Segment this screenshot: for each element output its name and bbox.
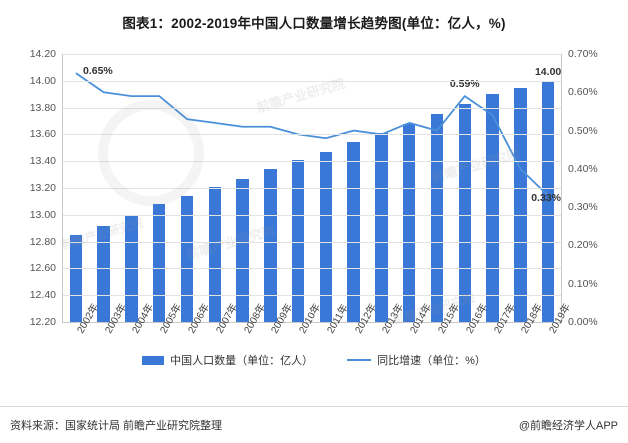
legend-swatch-bar-icon — [142, 355, 165, 365]
bar — [514, 87, 527, 322]
bar-series — [62, 54, 562, 322]
gridline — [62, 268, 562, 270]
bar — [291, 159, 305, 322]
line-series — [75, 72, 549, 197]
legend-label-line: 同比增速（单位：%） — [377, 355, 486, 367]
bar — [375, 133, 388, 322]
bar — [486, 94, 499, 322]
gridline — [62, 295, 562, 297]
line-path — [75, 72, 549, 197]
y-axis-tick-right: 0.00% — [568, 316, 598, 328]
bar — [347, 142, 360, 322]
bar-data-label: 14.00 — [534, 65, 562, 78]
y-axis-tick-left: 13.80 — [29, 101, 56, 114]
y-axis-tick-right: 0.20% — [568, 239, 598, 252]
gridline — [62, 161, 562, 163]
y-axis-tick-right: 0.60% — [568, 86, 598, 99]
gridline — [62, 107, 562, 109]
y-axis-tick-left: 13.60 — [29, 128, 56, 141]
y-axis-tick-left: 14.00 — [29, 74, 56, 87]
bar — [97, 225, 110, 322]
y-axis-tick-right: 0.40% — [568, 162, 598, 175]
gridline — [62, 241, 562, 243]
bar — [402, 123, 416, 322]
y-axis-tick-right: 0.30% — [568, 201, 598, 214]
y-axis-tick-right: 0.70% — [568, 48, 598, 60]
bar — [264, 169, 277, 322]
y-axis-tick-left: 13.20 — [29, 182, 56, 194]
y-axis-tick-left: 12.80 — [29, 235, 56, 248]
legend-swatch-line-icon — [347, 359, 372, 361]
legend-label-bar: 中国人口数量（单位：亿人） — [170, 355, 314, 367]
bar — [69, 234, 83, 322]
chart-plot-area: 0.65% 0.59% 0.33% 14.00 12.20 12.40 12.60 12.8… — [0, 40, 628, 336]
y-axis-tick-right: 0.50% — [568, 124, 598, 137]
y-axis-tick-right: 0.10% — [568, 277, 598, 290]
chart-title: 图表1：2002-2019年中国人口数量增长趋势图(单位：亿人，%) — [122, 16, 506, 31]
gridline — [62, 80, 562, 82]
bar — [430, 114, 444, 322]
gridline — [62, 54, 562, 55]
line-data-label: 0.33% — [531, 191, 561, 204]
bar — [458, 103, 472, 322]
y-axis-tick-left: 12.40 — [29, 289, 56, 302]
gridline — [62, 214, 562, 216]
gridline — [62, 134, 562, 136]
chart-legend: 中国人口数量（单位：亿人） 同比增速（单位：%） — [0, 352, 628, 368]
y-axis-tick-left: 14.20 — [29, 48, 56, 60]
axis-line-right — [561, 54, 562, 322]
bar — [208, 186, 222, 322]
chart-footer: 资料来源：国家统计局 前瞻产业研究院整理 @前瞻经济学人APP — [0, 406, 628, 443]
y-axis-tick-left: 13.00 — [29, 208, 56, 221]
brand-text: @前瞻经济学人APP — [518, 420, 618, 432]
y-axis-tick-left: 12.60 — [29, 262, 56, 275]
legend-item-bar[interactable]: 中国人口数量（单位：亿人） — [142, 352, 313, 368]
bar — [152, 204, 166, 322]
axis-line-left — [62, 54, 63, 322]
axis-line-bottom — [62, 322, 562, 323]
bar — [319, 151, 333, 322]
legend-item-line[interactable]: 同比增速（单位：%） — [347, 352, 486, 368]
source-text: 资料来源：国家统计局 前瞻产业研究院整理 — [10, 420, 223, 432]
bar — [541, 80, 555, 322]
gridline — [62, 188, 562, 189]
line-data-label: 0.65% — [82, 65, 113, 78]
y-axis-tick-left: 12.20 — [29, 316, 56, 328]
bar — [180, 196, 194, 322]
bar — [236, 178, 249, 322]
y-axis-tick-left: 13.40 — [29, 155, 56, 168]
plot-inner: 0.65% 0.59% 0.33% 14.00 12.20 12.40 12.60 12.8… — [30, 48, 598, 328]
